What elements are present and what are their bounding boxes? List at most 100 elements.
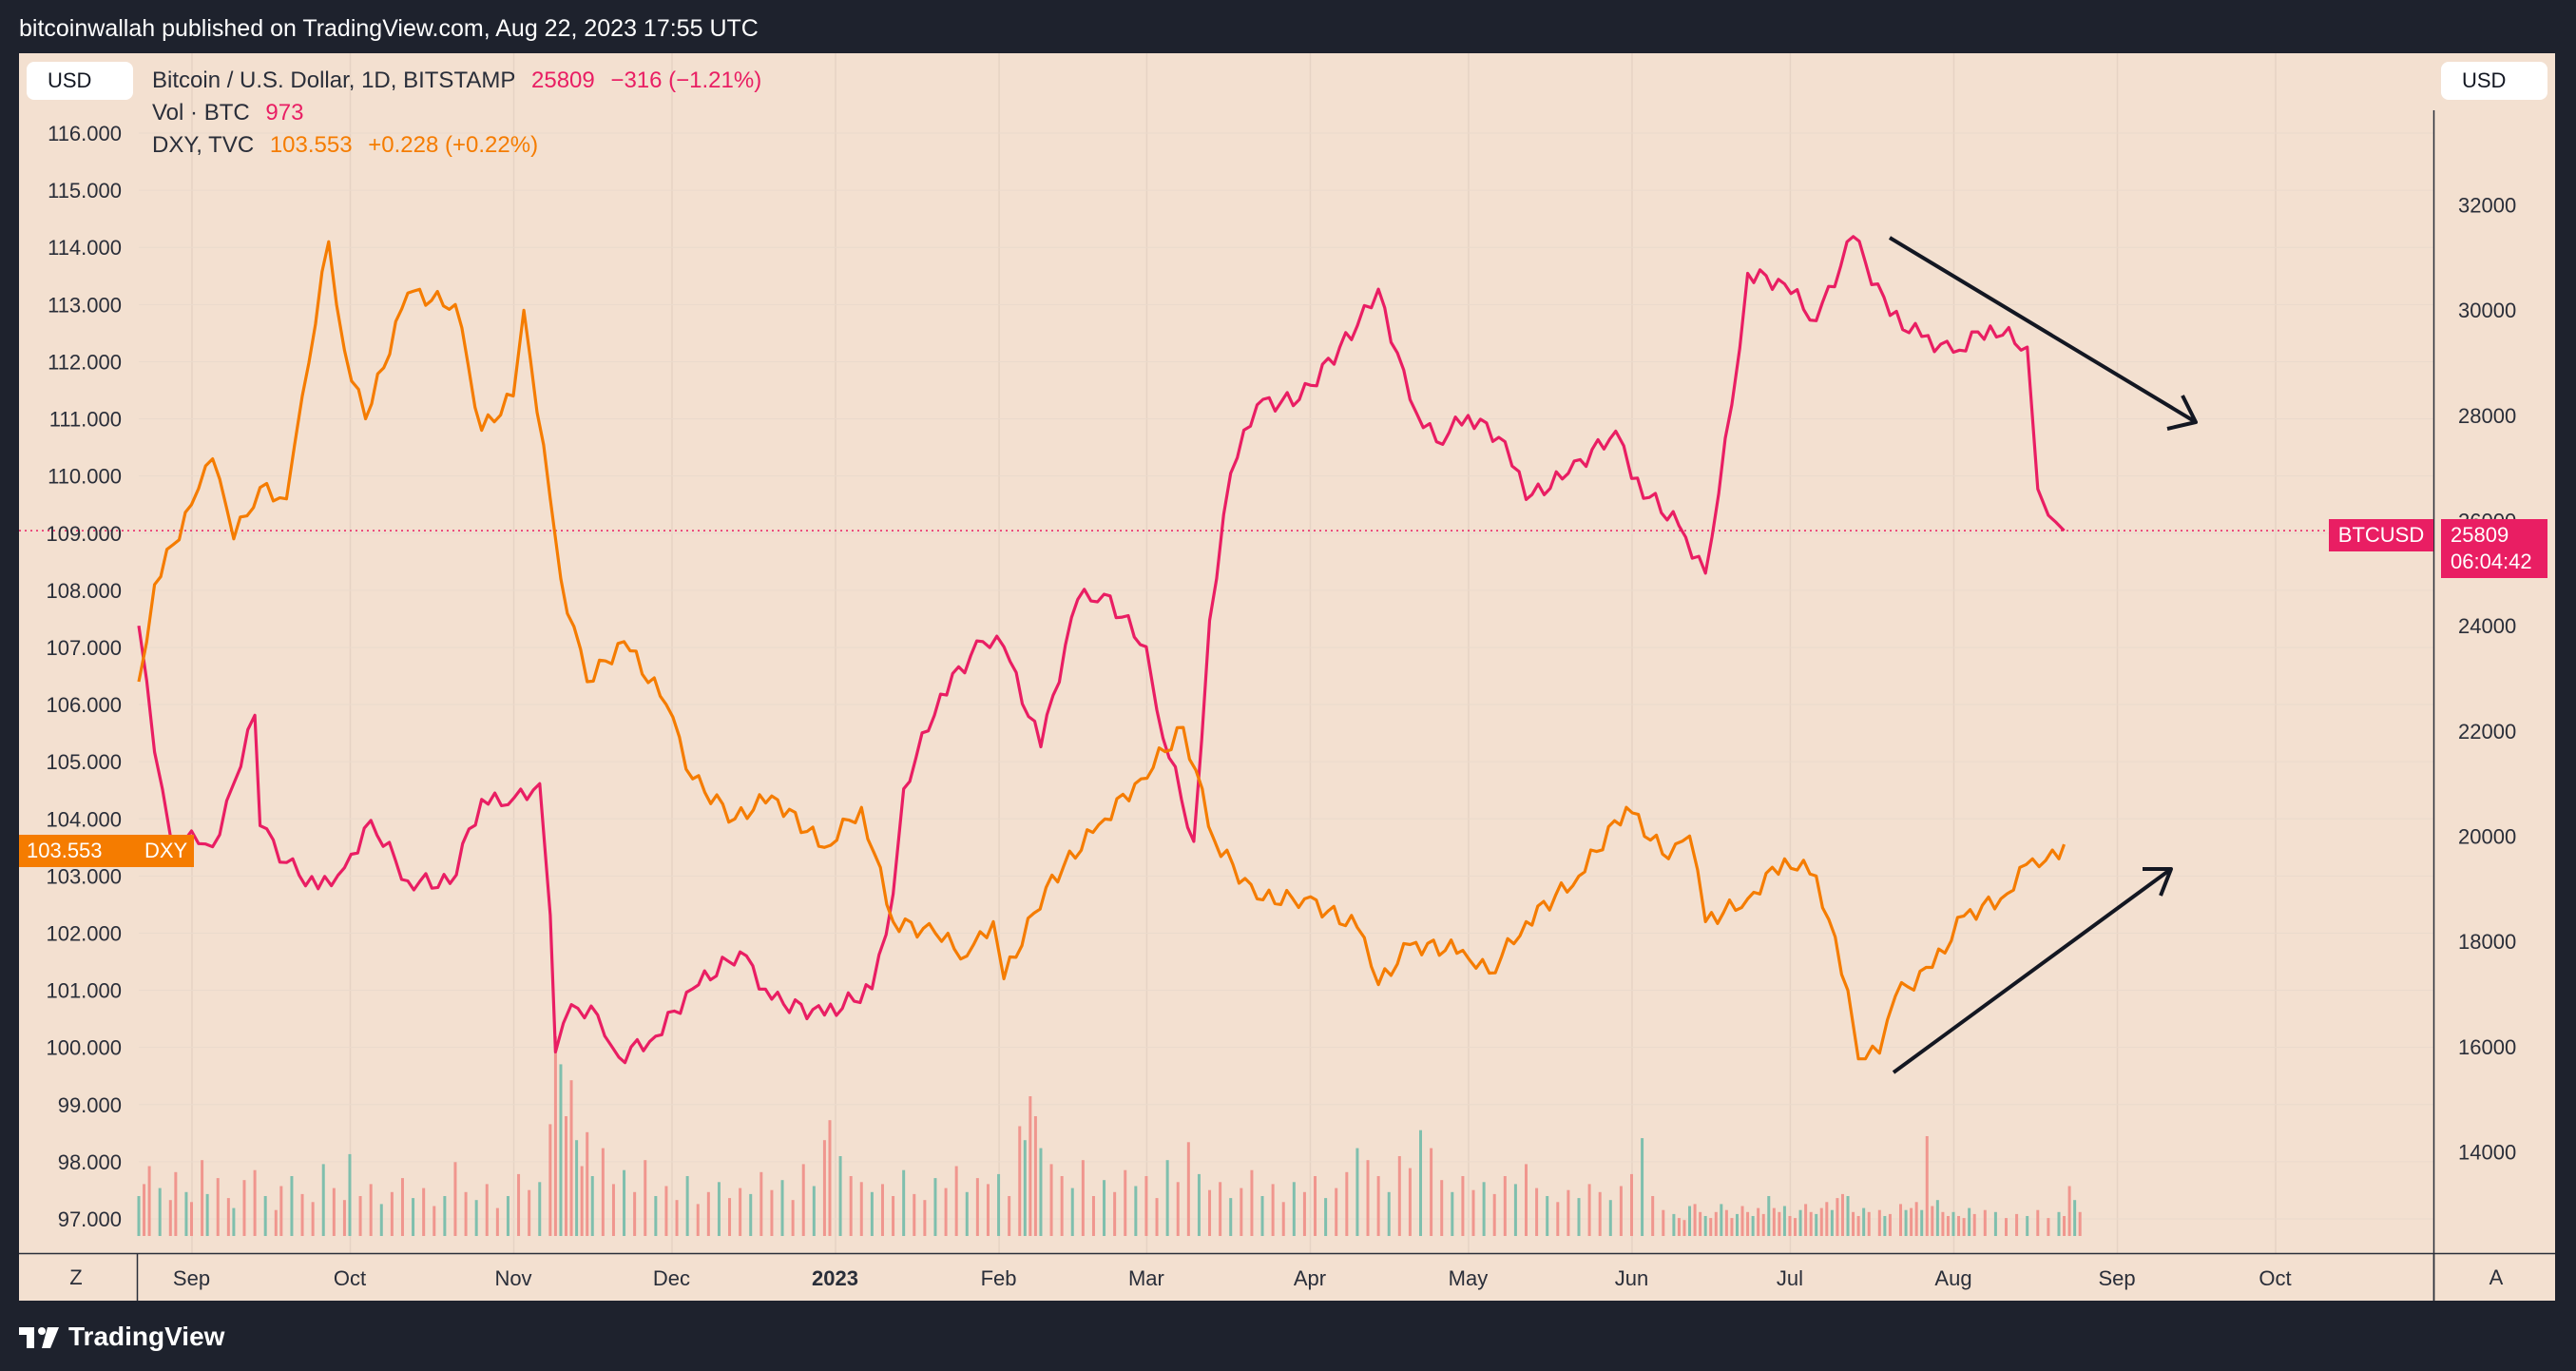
publisher-bar: bitcoinwallah published on TradingView.c… xyxy=(0,0,2576,53)
legend-btc-price: 25809 xyxy=(531,68,595,93)
volume-bar xyxy=(369,1184,373,1236)
volume-bar xyxy=(1957,1216,1961,1236)
volume-bar xyxy=(1408,1168,1412,1236)
volume-bar xyxy=(1830,1209,1834,1236)
volume-bar xyxy=(342,1200,346,1236)
volume-bar xyxy=(1567,1189,1570,1236)
volume-bar xyxy=(892,1196,895,1236)
legend-btc[interactable]: Bitcoin / U.S. Dollar, 1D, BITSTAMP 2580… xyxy=(152,65,771,97)
volume-bar xyxy=(1735,1213,1739,1236)
volume-bar xyxy=(1070,1188,1074,1236)
dxy-uptrend-arrow[interactable] xyxy=(1892,867,2173,1074)
legend-volume[interactable]: Vol · BTC 973 xyxy=(152,97,771,129)
volume-bar xyxy=(1935,1200,1939,1236)
volume-bar xyxy=(1535,1188,1539,1236)
volume-bar xyxy=(880,1184,884,1236)
volume-bar xyxy=(1134,1186,1138,1236)
x-tick-label: Nov xyxy=(494,1266,531,1290)
trend-arrows[interactable] xyxy=(1888,236,2198,1074)
dxy-line[interactable] xyxy=(137,240,2067,1061)
left-y-tick-label: 99.000 xyxy=(58,1093,122,1117)
btc-symbol-badge-bg xyxy=(2329,519,2433,551)
left-y-tick-label: 98.000 xyxy=(58,1150,122,1174)
price-chart[interactable]: Sep Oct Nov Dec 2023 Feb Mar Apr May Jun Jul Aug Sep… xyxy=(19,53,2555,1301)
dxy-badge-symbol: DXY xyxy=(144,839,188,862)
volume-bar xyxy=(2073,1200,2077,1236)
volume-bar xyxy=(954,1166,958,1236)
volume-bar xyxy=(1651,1196,1655,1236)
volume-bar xyxy=(548,1124,552,1236)
btc-price-badge-value: 25809 xyxy=(2451,523,2509,547)
volume-bar xyxy=(1788,1216,1792,1236)
volume-bar xyxy=(1440,1180,1444,1236)
right-y-tick-label: 14000 xyxy=(2458,1140,2516,1164)
volume-bar xyxy=(664,1186,668,1236)
x-tick-label: Jun xyxy=(1615,1266,1648,1290)
volume-bar xyxy=(1081,1160,1085,1236)
left-y-tick-label: 116.000 xyxy=(48,122,122,145)
tradingview-logo-icon[interactable] xyxy=(19,1327,61,1348)
volume-bar xyxy=(644,1160,647,1236)
volume-bar xyxy=(1482,1182,1486,1236)
volume-bar xyxy=(1846,1196,1850,1236)
volume-bar xyxy=(400,1178,404,1236)
volume-bar xyxy=(859,1182,863,1236)
volume-bar xyxy=(1856,1216,1860,1236)
volume-bar xyxy=(1714,1211,1718,1236)
x-tick-label: Apr xyxy=(1294,1266,1326,1290)
footer: TradingView xyxy=(0,1301,2576,1371)
chart-area[interactable]: Sep Oct Nov Dec 2023 Feb Mar Apr May Jun Jul Aug Sep… xyxy=(19,53,2555,1301)
volume-bar xyxy=(1260,1196,1264,1236)
volume-bar xyxy=(1492,1193,1496,1236)
volume-bar xyxy=(290,1176,294,1236)
volume-bar xyxy=(1761,1213,1765,1236)
volume-bar xyxy=(1155,1198,1159,1236)
left-y-tick-label: 113.000 xyxy=(48,293,122,317)
volume-bar xyxy=(1772,1207,1776,1236)
volume-bar xyxy=(1419,1130,1423,1236)
left-currency-button[interactable]: USD xyxy=(27,62,133,100)
volume-bar xyxy=(1899,1204,1903,1236)
volume-bar xyxy=(1033,1116,1037,1236)
volume-bar xyxy=(2078,1211,2082,1236)
dxy-badge-value: 103.553 xyxy=(27,839,103,862)
volume-bar xyxy=(412,1198,415,1236)
volume-bar xyxy=(1703,1216,1707,1236)
legend-btc-change: −316 (−1.21%) xyxy=(610,68,762,93)
volume-bar xyxy=(965,1191,969,1236)
volume-bar xyxy=(1430,1148,1433,1236)
volume-bar xyxy=(849,1176,853,1236)
legend-vol-value: 973 xyxy=(265,100,304,126)
volume-bar xyxy=(933,1178,937,1236)
volume-bar xyxy=(696,1204,700,1236)
right-currency-button[interactable]: USD xyxy=(2441,62,2547,100)
volume-bar xyxy=(1608,1200,1612,1236)
volume-bar xyxy=(1018,1126,1022,1236)
volume-bar xyxy=(749,1193,753,1236)
volume-bar xyxy=(2026,1216,2029,1236)
volume-bar xyxy=(2067,1186,2071,1236)
volume-bar xyxy=(822,1140,826,1236)
volume-bar xyxy=(1672,1213,1676,1236)
volume-bar xyxy=(1124,1169,1127,1236)
tradingview-brand[interactable]: TradingView xyxy=(68,1322,225,1351)
left-y-tick-label: 107.000 xyxy=(46,636,122,660)
volume-bar xyxy=(137,1196,141,1236)
volume-bar xyxy=(739,1188,742,1236)
volume-bar xyxy=(1324,1198,1328,1236)
volume-bar xyxy=(633,1191,637,1236)
volume-bar xyxy=(1920,1209,1924,1236)
volume-bar xyxy=(1904,1209,1908,1236)
legend-dxy[interactable]: DXY, TVC 103.553 +0.228 (+0.22%) xyxy=(152,129,771,162)
auto-scale-button[interactable]: A xyxy=(2489,1265,2504,1289)
btc-downtrend-arrow[interactable] xyxy=(1888,236,2198,424)
volume-bar xyxy=(311,1202,315,1236)
volume-bar xyxy=(216,1178,220,1236)
dxy-price-badge: 103.553 DXY xyxy=(19,835,194,867)
right-y-tick-label: 28000 xyxy=(2458,404,2516,428)
volume-bar xyxy=(390,1191,394,1236)
timezone-button[interactable]: Z xyxy=(69,1265,82,1289)
left-y-tick-label: 103.000 xyxy=(46,864,122,888)
left-y-tick-label: 104.000 xyxy=(46,807,122,831)
btcusd-line[interactable] xyxy=(137,235,2066,1065)
